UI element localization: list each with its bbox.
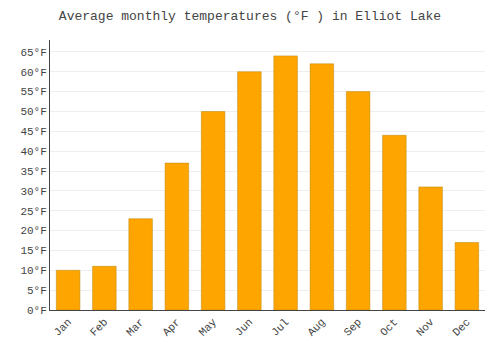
svg-text:Aug: Aug — [305, 316, 327, 338]
svg-text:50°F: 50°F — [20, 106, 46, 118]
svg-text:Sep: Sep — [342, 316, 364, 338]
svg-text:45°F: 45°F — [20, 126, 46, 138]
svg-text:0°F: 0°F — [27, 305, 47, 317]
svg-text:35°F: 35°F — [20, 166, 46, 178]
svg-text:30°F: 30°F — [20, 186, 46, 198]
svg-text:Jan: Jan — [52, 316, 74, 338]
svg-text:55°F: 55°F — [20, 86, 46, 98]
svg-text:Jul: Jul — [269, 316, 291, 338]
svg-text:60°F: 60°F — [20, 67, 46, 79]
svg-text:Nov: Nov — [414, 316, 437, 339]
svg-text:40°F: 40°F — [20, 146, 46, 158]
svg-text:5°F: 5°F — [27, 285, 47, 297]
svg-text:20°F: 20°F — [20, 225, 46, 237]
svg-text:Average monthly temperatures (: Average monthly temperatures (°F ) in El… — [59, 9, 441, 24]
svg-text:25°F: 25°F — [20, 206, 46, 218]
svg-text:Dec: Dec — [450, 316, 472, 338]
svg-text:10°F: 10°F — [20, 265, 46, 277]
svg-text:Jun: Jun — [233, 316, 255, 338]
svg-text:Apr: Apr — [160, 316, 182, 338]
svg-text:Mar: Mar — [124, 316, 146, 338]
svg-text:May: May — [197, 316, 220, 339]
svg-text:Oct: Oct — [378, 316, 400, 338]
svg-text:15°F: 15°F — [20, 245, 46, 257]
svg-text:Feb: Feb — [88, 316, 110, 338]
svg-text:65°F: 65°F — [20, 47, 46, 59]
